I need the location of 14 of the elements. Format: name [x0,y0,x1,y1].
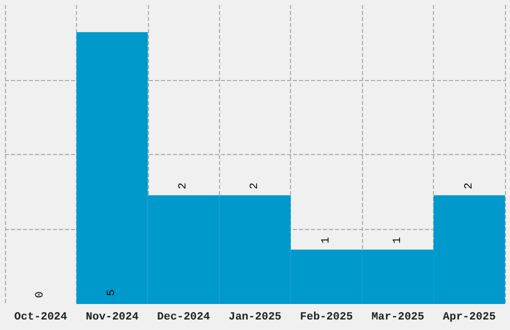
x-tick-label: Mar-2025 [371,312,425,324]
data-label: 5 [106,289,118,296]
data-label: 2 [249,182,261,190]
data-label: 2 [463,182,476,190]
data-label: 0 [34,291,47,298]
x-tick-label: Oct-2024 [14,312,68,324]
data-label: 1 [392,236,404,244]
data-label: 1 [320,236,332,244]
x-tick-label: Feb-2025 [300,312,354,324]
x-tick-label: Jan-2025 [228,312,282,324]
x-tick-label: Dec-2024 [157,312,210,324]
x-tick-label: Nov-2024 [86,312,139,324]
data-label: 2 [178,182,190,190]
x-tick-label: Apr-2025 [442,312,496,324]
